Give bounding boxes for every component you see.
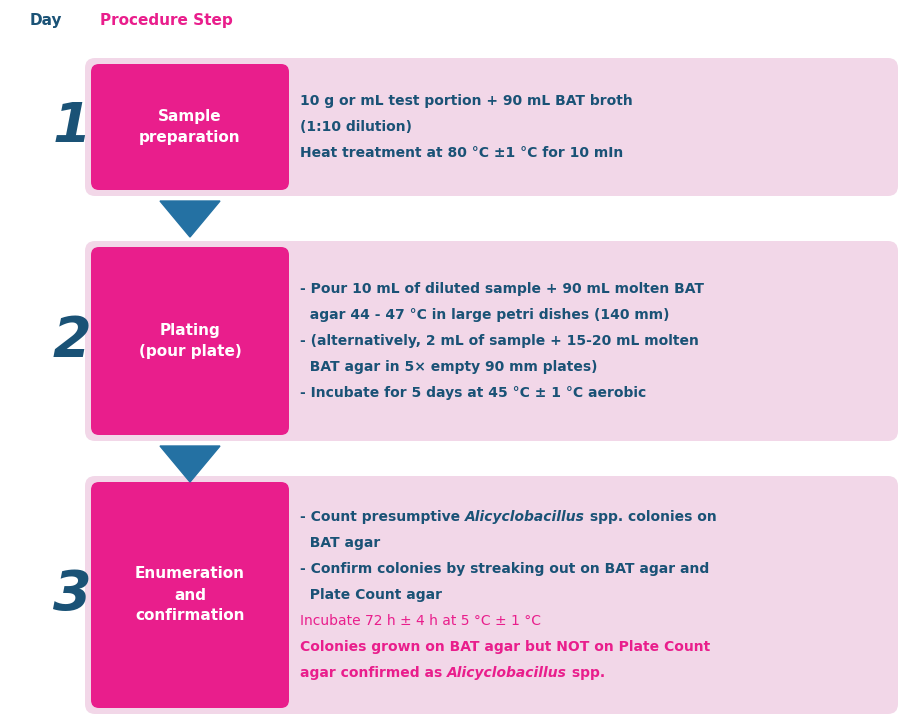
Polygon shape (160, 201, 220, 237)
Text: - Confirm colonies by streaking out on BAT agar and: - Confirm colonies by streaking out on B… (300, 562, 709, 576)
FancyBboxPatch shape (85, 58, 898, 196)
Text: BAT agar: BAT agar (300, 536, 380, 550)
FancyBboxPatch shape (91, 64, 289, 190)
Text: Heat treatment at 80 °C ±1 °C for 10 mIn: Heat treatment at 80 °C ±1 °C for 10 mIn (300, 146, 623, 160)
Text: 3: 3 (53, 568, 91, 622)
Text: Plating
(pour plate): Plating (pour plate) (138, 323, 242, 359)
Text: Alicyclobacillus: Alicyclobacillus (447, 666, 567, 680)
Text: Sample
preparation: Sample preparation (139, 109, 241, 145)
Text: spp.: spp. (567, 666, 605, 680)
Text: Colonies grown on BAT agar but NOT on Plate Count: Colonies grown on BAT agar but NOT on Pl… (300, 640, 710, 654)
Text: 1: 1 (53, 100, 91, 154)
FancyBboxPatch shape (91, 247, 289, 435)
Text: 2: 2 (53, 314, 91, 368)
Text: - Count presumptive: - Count presumptive (300, 510, 465, 524)
Text: - (alternatively, 2 mL of sample + 15-20 mL molten: - (alternatively, 2 mL of sample + 15-20… (300, 334, 699, 348)
Text: Procedure Step: Procedure Step (100, 12, 232, 27)
FancyBboxPatch shape (85, 241, 898, 441)
Text: Plate Count agar: Plate Count agar (300, 588, 442, 602)
Text: Alicyclobacillus: Alicyclobacillus (465, 510, 585, 524)
Text: Incubate 72 h ± 4 h at 5 °C ± 1 °C: Incubate 72 h ± 4 h at 5 °C ± 1 °C (300, 614, 541, 628)
Text: - Pour 10 mL of diluted sample + 90 mL molten BAT: - Pour 10 mL of diluted sample + 90 mL m… (300, 282, 704, 296)
Text: Enumeration
and
confirmation: Enumeration and confirmation (135, 566, 245, 624)
Text: - Incubate for 5 days at 45 °C ± 1 °C aerobic: - Incubate for 5 days at 45 °C ± 1 °C ae… (300, 386, 646, 400)
Text: (1:10 dilution): (1:10 dilution) (300, 120, 412, 134)
FancyBboxPatch shape (85, 476, 898, 714)
Text: spp. colonies on: spp. colonies on (585, 510, 716, 524)
Text: agar 44 - 47 °C in large petri dishes (140 mm): agar 44 - 47 °C in large petri dishes (1… (300, 308, 669, 322)
Text: BAT agar in 5× empty 90 mm plates): BAT agar in 5× empty 90 mm plates) (300, 360, 597, 374)
Text: agar confirmed as: agar confirmed as (300, 666, 447, 680)
Text: Day: Day (30, 12, 63, 27)
FancyBboxPatch shape (91, 482, 289, 708)
Text: 10 g or mL test portion + 90 mL BAT broth: 10 g or mL test portion + 90 mL BAT brot… (300, 94, 632, 108)
Polygon shape (160, 446, 220, 482)
